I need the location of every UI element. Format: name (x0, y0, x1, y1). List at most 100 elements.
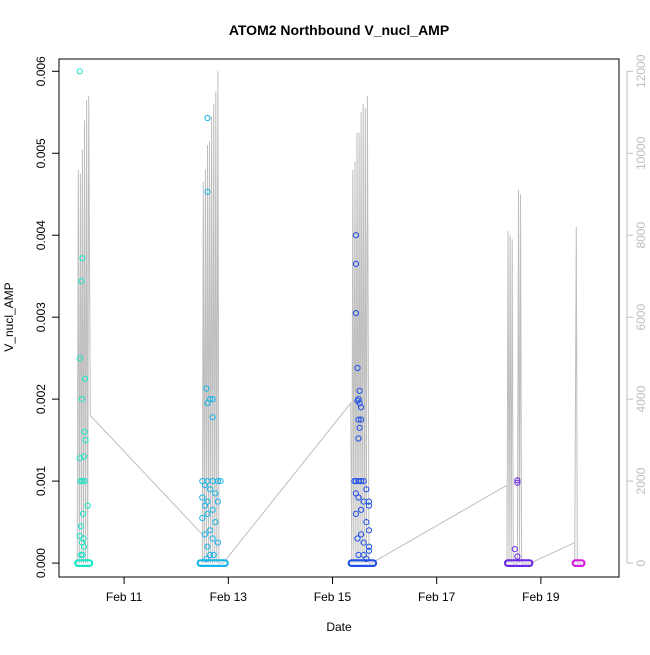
scatter-point (81, 428, 88, 435)
y-tick-label: 0.001 (34, 466, 48, 496)
scatter-point (199, 494, 206, 501)
secondary-y-tick-label: 6000 (634, 304, 648, 331)
scatter-point (201, 482, 208, 489)
scatter-point (360, 478, 367, 485)
scatter-point (358, 478, 365, 485)
scatter-point (352, 510, 359, 518)
zero-value-cluster (196, 559, 229, 567)
scatter-point (207, 486, 214, 493)
scatter-point (354, 535, 361, 542)
secondary-y-tick-label: 0 (634, 559, 648, 566)
scatter-point (214, 498, 221, 505)
scatter-point (212, 519, 219, 526)
scatter-point (355, 435, 362, 442)
scatter-point (355, 494, 362, 501)
scatter-point (360, 539, 367, 546)
scatter-point (77, 478, 84, 485)
scatter-point (358, 416, 365, 423)
scatter-point (363, 519, 370, 526)
scatter-point (204, 510, 211, 518)
scatter-point (209, 414, 216, 421)
zero-value-cluster (347, 559, 378, 567)
scatter-point (514, 553, 521, 560)
x-tick-label: Feb 13 (210, 590, 248, 604)
scatter-point (365, 502, 373, 509)
secondary-y-tick-label: 10000 (634, 136, 648, 170)
scatter-point (365, 543, 373, 550)
scatter-point (355, 416, 362, 423)
x-tick-label: Feb 11 (106, 590, 143, 604)
scatter-point (209, 396, 216, 403)
zero-value-cluster (571, 559, 586, 567)
y-tick-label: 0.005 (34, 138, 48, 168)
scatter-point (354, 364, 361, 372)
scatter-point (80, 535, 87, 542)
scatter-point (78, 396, 86, 403)
scatter-point (209, 506, 216, 513)
scatter-point (352, 260, 359, 267)
scatter-point (209, 535, 216, 542)
y-tick-label: 0.002 (34, 384, 48, 414)
scatter-point (365, 498, 373, 505)
scatter-point (76, 355, 83, 362)
scatter-point (81, 478, 88, 485)
x-tick-label: Feb 15 (314, 590, 352, 604)
zero-value-cluster (503, 559, 534, 567)
scatter-point (79, 478, 86, 485)
scatter-point (79, 551, 86, 559)
x-tick-label: Feb 17 (418, 590, 456, 604)
scatter-point (214, 478, 221, 485)
scatter-point (203, 385, 210, 392)
x-axis-label: Date (326, 620, 352, 634)
scatter-point (363, 486, 370, 493)
scatter-point (76, 455, 83, 462)
scatter-point (82, 437, 89, 444)
secondary-line-layer (76, 71, 583, 564)
scatter-point (201, 502, 208, 509)
secondary-y-tick-label: 12000 (634, 54, 648, 88)
scatter-point (511, 546, 518, 553)
scatter-point (76, 68, 83, 75)
y-tick-label: 0.004 (34, 220, 48, 250)
scatter-point (207, 396, 214, 403)
secondary-y-tick-label: 8000 (634, 222, 648, 249)
scatter-point (210, 551, 217, 559)
zero-value-cluster (74, 559, 94, 567)
scatter-point (79, 510, 87, 518)
scatter-point (352, 310, 359, 317)
plot-frame (58, 58, 620, 578)
scatter-point (365, 547, 373, 554)
secondary-line (76, 71, 583, 564)
scatter-point (84, 502, 91, 509)
dense-baseline-layer (74, 559, 586, 567)
scatter-point (352, 232, 359, 239)
scatter-point (358, 506, 365, 513)
y-tick-label: 0.003 (34, 302, 48, 332)
scatter-point (358, 531, 365, 538)
scatter-point (207, 527, 214, 534)
scatter-point (363, 555, 370, 563)
chart-title: ATOM2 Northbound V_nucl_AMP (229, 22, 449, 38)
scatter-point (204, 543, 211, 550)
y-axis-label: V_nucl_AMP (2, 282, 16, 351)
scatter-point (217, 478, 224, 485)
scatter-point (78, 278, 85, 285)
scatter-point (207, 551, 214, 559)
scatter-point (514, 479, 521, 486)
y-tick-label: 0.000 (34, 548, 48, 578)
axes-layer: Feb 11 Feb 13 Feb 15 Feb 17 Feb 19 0.000 0.001… (34, 54, 648, 604)
scatter-point (203, 555, 210, 563)
scatter-point (79, 255, 86, 262)
scatter-points-layer (76, 68, 521, 563)
x-tick-label: Feb 19 (522, 590, 560, 604)
scatter-point (81, 375, 89, 382)
scatter-point (199, 514, 206, 522)
scatter-point (201, 531, 208, 538)
scatter-point (204, 188, 211, 195)
scatter-point (80, 543, 88, 550)
scatter-point (358, 404, 365, 411)
scatter-point (212, 490, 219, 497)
